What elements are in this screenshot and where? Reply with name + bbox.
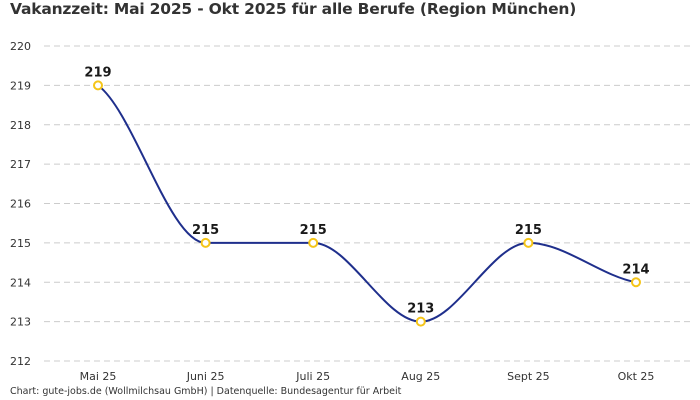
data-point-marker xyxy=(93,80,103,91)
data-point-label: 219 xyxy=(84,65,111,80)
y-tick-label: 216 xyxy=(10,198,31,211)
x-tick-label: Okt 25 xyxy=(618,370,655,383)
data-point-label: 215 xyxy=(515,223,542,238)
y-grid xyxy=(44,45,692,362)
data-point-marker xyxy=(308,237,319,248)
chart-source-footer: Chart: gute-jobs.de (Wollmilchsau GmbH) … xyxy=(10,386,402,397)
y-tick-label: 219 xyxy=(10,79,31,92)
y-tick-label: 217 xyxy=(10,158,31,171)
x-tick-label: Juli 25 xyxy=(295,370,330,383)
y-tick-label: 212 xyxy=(10,355,31,368)
chart-title: Vakanzzeit: Mai 2025 - Okt 2025 für alle… xyxy=(10,0,577,18)
x-tick-label: Mai 25 xyxy=(80,370,117,383)
data-point-marker xyxy=(200,237,211,248)
y-tick-label: 218 xyxy=(10,119,31,132)
data-point-label: 215 xyxy=(300,223,327,238)
y-tick-label: 220 xyxy=(10,40,31,53)
y-tick-label: 215 xyxy=(10,237,31,250)
data-point-label: 214 xyxy=(622,262,649,277)
data-point-marker xyxy=(415,316,426,327)
data-labels: 219 215 215 213 215 214 xyxy=(84,65,649,316)
x-tick-label: Sept 25 xyxy=(507,370,550,383)
y-axis-ticks: 212 213 214 215 216 217 218 219 220 xyxy=(10,40,31,368)
x-axis-ticks: Mai 25 Juni 25 Juli 25 Aug 25 Sept 25 Okt 25 xyxy=(80,370,655,383)
data-point-label: 213 xyxy=(407,302,434,317)
x-tick-label: Juni 25 xyxy=(186,370,225,383)
data-markers xyxy=(93,80,641,327)
y-tick-label: 214 xyxy=(10,276,31,289)
data-point-label: 215 xyxy=(192,223,219,238)
y-tick-label: 213 xyxy=(10,316,31,329)
x-tick-label: Aug 25 xyxy=(401,370,440,383)
data-point-marker xyxy=(631,277,641,288)
data-point-marker xyxy=(523,237,534,248)
